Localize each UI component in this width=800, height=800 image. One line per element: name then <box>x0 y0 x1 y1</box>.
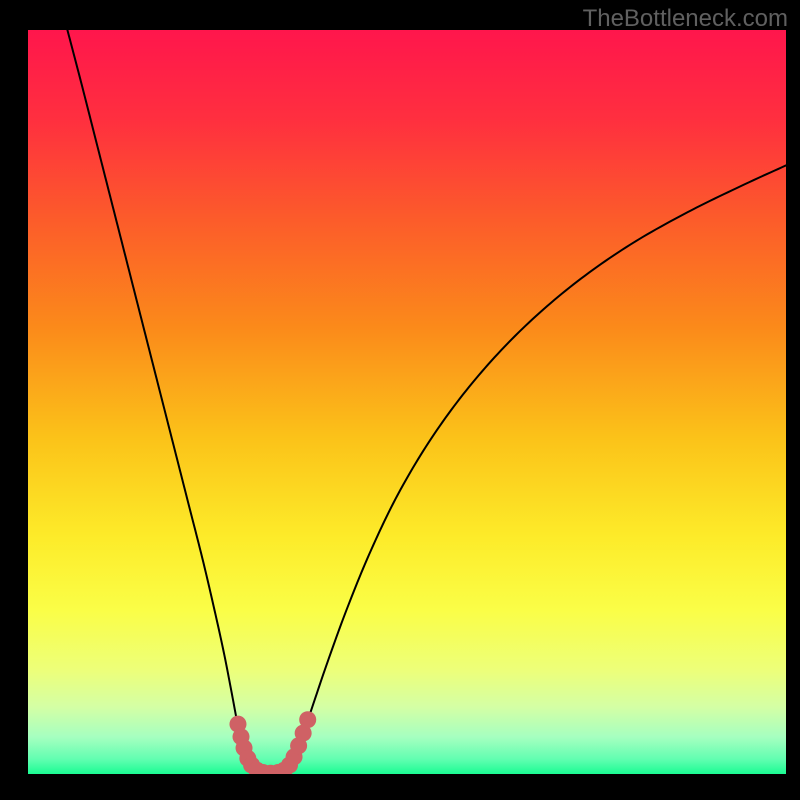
watermark-text: TheBottleneck.com <box>583 5 788 33</box>
plot-area <box>28 30 786 774</box>
plot-svg <box>28 30 786 774</box>
chart-container: TheBottleneck.com <box>0 0 800 800</box>
gradient-background <box>28 30 786 774</box>
marker-dot <box>299 711 316 728</box>
